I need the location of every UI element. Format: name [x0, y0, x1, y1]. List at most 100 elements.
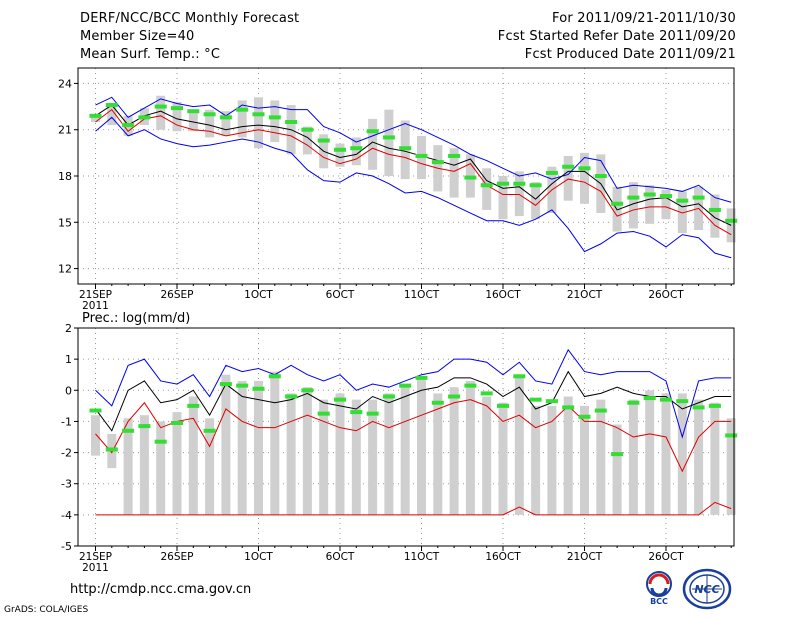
prec-year-label: 2011: [82, 562, 109, 574]
temp-median-mark: [643, 192, 656, 197]
prec-median-mark: [545, 399, 558, 404]
temp-ytick-label: 24: [58, 77, 72, 90]
prec-ytick-label: -1: [61, 415, 72, 428]
temp-median-mark: [448, 153, 461, 158]
prec-box: [205, 418, 215, 515]
temp-mean-line: [95, 104, 732, 226]
prec-box: [384, 393, 394, 515]
chart-title: DERF/NCC/BCC Monthly Forecast: [80, 11, 300, 26]
variable-label: Mean Surf. Temp.: °C: [80, 47, 221, 62]
temp-median-mark: [203, 112, 216, 117]
prec-median-mark: [252, 386, 265, 391]
prec-median-mark: [660, 397, 672, 402]
temp-median-mark: [497, 181, 509, 186]
temp-median-mark: [415, 153, 428, 158]
temperature-panel: 12 15 18 21 24 21SEP 26SEP 1OCT 6OCT 11OCT 16OCT 21…: [58, 67, 738, 312]
prec-xtick-label: 21SEP: [79, 551, 112, 563]
temp-box: [107, 106, 117, 126]
prec-median-mark: [171, 420, 183, 425]
prec-median-mark: [643, 396, 656, 401]
prec-median-mark: [513, 374, 526, 379]
temp-median-mark: [171, 106, 183, 111]
temp-median-mark: [725, 218, 738, 223]
temp-median-mark: [187, 109, 200, 114]
forecast-produced: Fcst Produced Date 2011/09/21: [524, 47, 736, 62]
prec-box: [417, 377, 426, 515]
prec-box: [188, 396, 198, 515]
ncc-logo-icon: NCC: [682, 568, 732, 610]
temp-medians: [89, 103, 738, 223]
prec-box: [563, 396, 573, 515]
prec-box: [580, 405, 589, 515]
prec-median-mark: [399, 383, 412, 388]
temp-box: [368, 118, 378, 170]
temp-boxes: [91, 95, 736, 243]
prec-panel-title: Prec.: log(mm/d): [82, 311, 190, 326]
prec-box: [726, 418, 736, 515]
prec-box: [449, 387, 459, 515]
prec-mean-line: [95, 370, 732, 432]
temp-box: [351, 137, 361, 166]
prec-median-mark: [431, 400, 444, 405]
prec-box: [335, 393, 345, 515]
prec-median-mark: [692, 405, 705, 410]
temp-box: [580, 152, 589, 204]
temp-median-mark: [268, 115, 281, 120]
prec-box: [302, 387, 312, 515]
prec-box: [465, 380, 475, 515]
prec-ytick-label: -3: [61, 478, 72, 491]
prec-xtick-label: 16OCT: [485, 551, 521, 563]
temp-year-label: 2011: [82, 300, 109, 312]
temp-median-mark: [105, 103, 118, 108]
prec-box: [694, 399, 704, 515]
prec-box: [237, 380, 247, 515]
prec-xtick-label: 1OCT: [244, 551, 273, 563]
prec-median-mark: [578, 414, 591, 419]
source-url[interactable]: http://cmdp.ncc.cma.gov.cn: [70, 582, 252, 597]
forecast-started: Fcst Started Refer Date 2011/09/20: [497, 29, 736, 44]
prec-box: [270, 371, 280, 515]
temp-box: [514, 171, 524, 217]
temp-ytick-label: 15: [58, 216, 72, 229]
prec-box: [498, 402, 508, 515]
temp-median-mark: [154, 104, 167, 109]
prec-ytick-label: 0: [65, 384, 72, 397]
temp-grid: [78, 68, 734, 284]
prec-ytick-label: -4: [61, 509, 72, 522]
prec-frame: [77, 327, 735, 547]
prec-median-mark: [594, 408, 607, 413]
prec-xtick-label: 26SEP: [161, 551, 194, 563]
temp-box: [645, 185, 655, 224]
prec-ytick-label: 2: [65, 322, 72, 335]
temp-low-line: [95, 116, 732, 259]
prec-median-mark: [480, 391, 493, 396]
temp-box: [270, 100, 280, 143]
prec-box: [677, 393, 687, 515]
prec-ytick-label: -5: [61, 540, 72, 553]
prec-box: [433, 393, 443, 515]
prec-median-mark: [382, 394, 395, 399]
prec-median-mark: [236, 383, 249, 388]
temp-box: [91, 114, 100, 122]
prec-box: [91, 415, 100, 456]
grads-credit: GrADS: COLA/IGES: [4, 605, 89, 615]
temp-median-mark: [627, 195, 640, 200]
prec-median-mark: [203, 428, 216, 433]
forecast-range: For 2011/09/21-2011/10/30: [552, 11, 736, 26]
bcc-logo-text: BCC: [650, 597, 668, 606]
prec-median-mark: [154, 439, 167, 444]
temp-box: [221, 111, 231, 136]
prec-median-mark: [464, 383, 477, 388]
temp-median-mark: [366, 129, 379, 134]
prec-median-mark: [497, 403, 509, 408]
temp-xtick-label: 11OCT: [404, 289, 440, 301]
temp-box: [172, 101, 182, 132]
temp-max-line: [95, 96, 732, 203]
temp-median-mark: [399, 146, 412, 151]
temp-median-mark: [285, 120, 298, 124]
prec-box: [254, 380, 263, 515]
temp-box: [710, 194, 720, 238]
temp-box: [188, 109, 198, 132]
temp-box: [449, 148, 459, 198]
prec-median-mark: [334, 397, 346, 402]
